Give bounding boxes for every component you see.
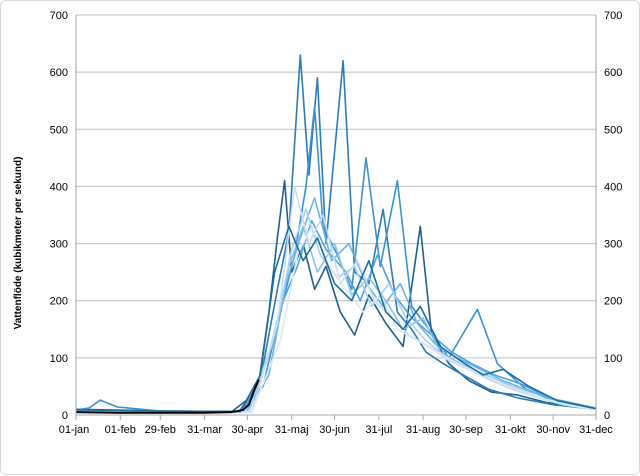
x-tick-label: 31-aug <box>406 424 440 436</box>
y-tick-label-right: 700 <box>604 10 622 22</box>
y-tick-label-right: 100 <box>604 353 622 365</box>
y-tick-label-right: 200 <box>604 296 622 308</box>
y-tick-label-left: 400 <box>50 181 68 193</box>
gridlines <box>76 14 596 416</box>
x-tick-labels: 01-jan 01-feb 29-feb 31-mar 30-apr 31-maj 30-j… <box>59 424 614 436</box>
series-line-10 <box>75 225 597 413</box>
y-tick-label-right: 400 <box>604 181 622 193</box>
x-tick-label: 01-feb <box>105 424 136 436</box>
series-line-11 <box>75 379 260 414</box>
y-tick-label-left: 300 <box>50 239 68 251</box>
y-tick-label-left: 100 <box>50 353 68 365</box>
series-line-6 <box>75 225 597 413</box>
x-tick-label: 30-apr <box>232 424 264 436</box>
y-tick-label-right: 500 <box>604 124 622 136</box>
series-line-1 <box>75 179 597 413</box>
series-line-2 <box>75 54 597 413</box>
series-line-9 <box>75 225 597 413</box>
series-lines <box>75 54 597 414</box>
y-tick-labels-left: 0 100 200 300 400 500 600 700 <box>50 10 68 422</box>
y-tick-labels-right: 0 100 200 300 400 500 600 700 <box>604 10 622 422</box>
y-tick-label-left: 600 <box>50 67 68 79</box>
series-line-5 <box>75 197 597 413</box>
y-axis-label: Vattenflöde (kubikmeter per sekund) <box>13 157 24 330</box>
y-tick-label-right: 300 <box>604 239 622 251</box>
axes <box>75 15 597 420</box>
x-tick-label: 31-jul <box>365 424 392 436</box>
series-line-3 <box>75 105 597 413</box>
x-tick-label: 30-nov <box>536 424 570 436</box>
y-tick-label-left: 0 <box>62 410 68 422</box>
y-tick-label-right: 600 <box>604 67 622 79</box>
x-tick-label: 31-dec <box>579 424 613 436</box>
x-tick-label: 30-jun <box>319 424 350 436</box>
x-tick-label: 01-jan <box>59 424 90 436</box>
y-tick-label-left: 500 <box>50 124 68 136</box>
y-tick-label-left: 700 <box>50 10 68 22</box>
x-tick-label: 29-feb <box>145 424 176 436</box>
x-tick-label: 31-mar <box>187 424 222 436</box>
x-tick-label: 31-maj <box>275 424 309 436</box>
y-tick-label-left: 200 <box>50 296 68 308</box>
y-tick-label-right: 0 <box>604 410 610 422</box>
x-tick-label: 30-sep <box>449 424 483 436</box>
x-tick-label: 31-okt <box>495 424 526 436</box>
